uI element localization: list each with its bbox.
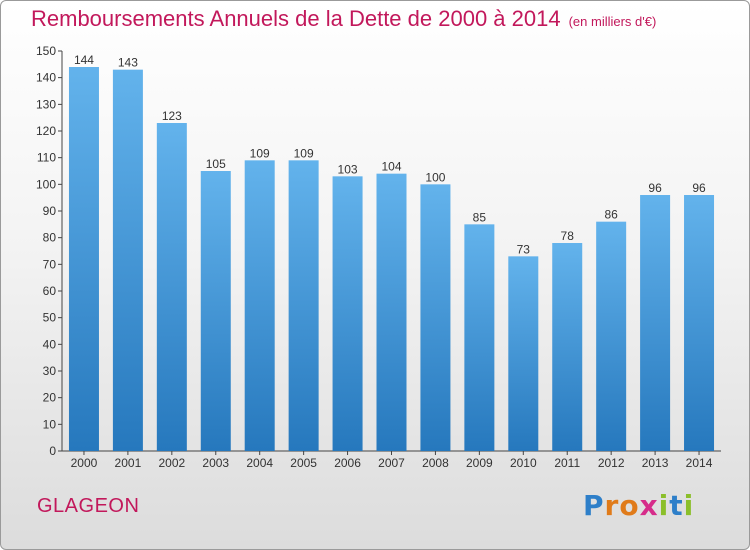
y-tick-label: 0 [49, 444, 56, 458]
bar [200, 171, 231, 451]
x-tick-label: 2012 [598, 456, 625, 470]
bar-value-label: 103 [338, 162, 358, 176]
commune-name: GLAGEON [37, 495, 140, 517]
bar [552, 243, 583, 451]
x-tick-label: 2000 [71, 456, 98, 470]
y-tick-label: 60 [43, 284, 57, 298]
bar-value-label: 109 [250, 146, 270, 160]
x-tick-label: 2009 [466, 456, 493, 470]
y-tick-label: 90 [43, 204, 57, 218]
bar-value-label: 85 [473, 210, 487, 224]
bar [112, 69, 143, 452]
bar [420, 184, 451, 452]
x-tick-label: 2013 [642, 456, 669, 470]
logo-letter: i [658, 489, 670, 522]
bar-value-label: 78 [561, 229, 575, 243]
x-tick-label: 2010 [510, 456, 537, 470]
bar-value-label: 104 [381, 160, 401, 174]
bar-value-label: 143 [118, 56, 138, 70]
y-tick-label: 110 [37, 151, 56, 165]
bar [596, 221, 627, 451]
bar-value-label: 96 [692, 181, 706, 195]
y-tick-label: 100 [36, 177, 56, 191]
x-tick-label: 2001 [115, 456, 142, 470]
x-tick-label: 2007 [378, 456, 405, 470]
y-tick-label: 10 [43, 417, 57, 431]
title-text: Remboursements Annuels de la Dette de 20… [31, 6, 561, 31]
bar [156, 123, 187, 451]
bar [332, 176, 363, 452]
bar-value-label: 96 [648, 181, 662, 195]
logo-letter: x [639, 489, 659, 522]
x-tick-label: 2003 [202, 456, 229, 470]
chart-title: Remboursements Annuels de la Dette de 20… [31, 6, 656, 32]
y-tick-label: 120 [36, 124, 56, 138]
x-tick-label: 2006 [334, 456, 361, 470]
x-tick-label: 2008 [422, 456, 449, 470]
bar [508, 256, 539, 451]
y-tick-label: 20 [43, 391, 57, 405]
y-tick-label: 80 [43, 231, 57, 245]
y-tick-label: 150 [36, 44, 56, 58]
x-tick-label: 2014 [686, 456, 713, 470]
x-tick-label: 2002 [158, 456, 185, 470]
bar-value-label: 123 [162, 109, 182, 123]
proxiti-logo: Proxiti [583, 489, 694, 522]
logo-letter: P [583, 489, 605, 522]
bar-value-label: 100 [425, 170, 445, 184]
x-tick-label: 2011 [554, 456, 580, 470]
bar [684, 195, 715, 451]
bar [376, 173, 407, 451]
x-tick-label: 2004 [246, 456, 273, 470]
y-tick-label: 140 [36, 71, 56, 85]
logo-letter: t [669, 489, 684, 522]
bar [244, 160, 275, 452]
y-tick-label: 70 [43, 257, 57, 271]
logo-letter: i [683, 489, 695, 522]
unit-label: (en milliers d'€) [568, 14, 657, 29]
bar [640, 195, 671, 451]
y-tick-label: 50 [43, 311, 57, 325]
logo-letter: o [619, 489, 640, 522]
y-tick-label: 130 [36, 97, 56, 111]
bar [68, 67, 99, 451]
bar [288, 160, 319, 452]
bar-value-label: 86 [604, 208, 618, 222]
bar-value-label: 73 [517, 242, 531, 256]
y-tick-label: 30 [43, 364, 57, 378]
logo-letter: r [604, 489, 620, 522]
bar-value-label: 109 [294, 146, 314, 160]
bar [464, 224, 495, 451]
y-tick-label: 40 [43, 337, 57, 351]
bar-value-label: 105 [206, 157, 226, 171]
bar-value-label: 144 [74, 53, 94, 67]
x-tick-label: 2005 [290, 456, 317, 470]
